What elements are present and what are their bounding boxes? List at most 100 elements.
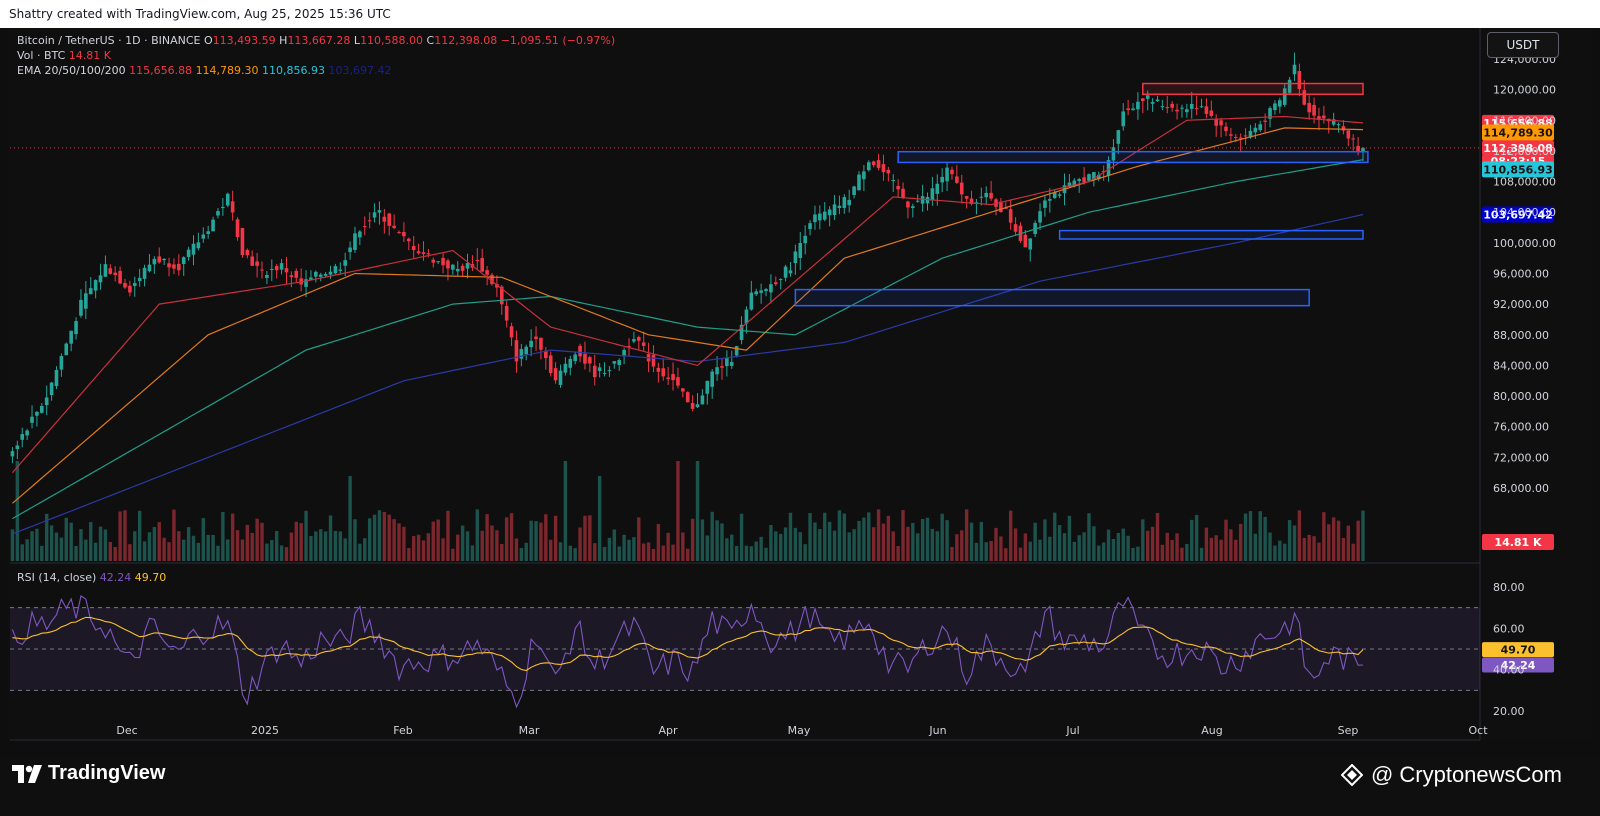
y-tick-label: 116,000.00 xyxy=(1493,114,1556,127)
volume-bar xyxy=(989,540,993,561)
candle-body xyxy=(1258,124,1263,131)
volume-bar xyxy=(793,527,798,561)
open-label: O xyxy=(204,34,213,47)
candle-body xyxy=(1092,172,1096,180)
candle-body xyxy=(1141,98,1145,102)
candle-body xyxy=(1101,170,1106,173)
volume-bar xyxy=(509,513,514,561)
axes: 124,000.00120,000.00116,000.00112,000.00… xyxy=(116,53,1556,737)
last-price-badge-bg xyxy=(1482,140,1554,156)
candle-body xyxy=(524,346,529,355)
candle-body xyxy=(358,231,362,238)
volume-bar xyxy=(524,542,528,561)
volume-bar xyxy=(59,537,64,561)
candle-body xyxy=(260,269,264,271)
volume-bar xyxy=(84,539,88,561)
candle-body xyxy=(1165,107,1170,109)
volume-bar xyxy=(353,519,357,561)
candle-body xyxy=(348,247,352,253)
candle-body xyxy=(651,354,656,367)
volume-bar xyxy=(25,539,29,561)
volume-bar xyxy=(245,524,250,561)
volume-bar xyxy=(1057,525,1062,561)
volume-bar xyxy=(813,522,817,561)
volume-bar xyxy=(651,548,656,561)
volume-bar xyxy=(279,545,284,561)
candle-body xyxy=(265,274,269,278)
currency-button[interactable]: USDT xyxy=(1487,32,1559,58)
candle-body xyxy=(690,403,695,409)
candle-body xyxy=(108,268,113,274)
x-tick-label: Mar xyxy=(519,724,540,737)
volume-bar xyxy=(827,521,832,561)
volume-bar xyxy=(886,515,891,561)
candle-body xyxy=(950,169,954,175)
volume-bar xyxy=(1175,533,1179,561)
candle-body xyxy=(519,349,524,359)
volume-bar xyxy=(1165,532,1169,561)
candle-body xyxy=(881,164,886,173)
candle-body xyxy=(739,324,744,340)
candle-body xyxy=(803,235,807,244)
candle-body xyxy=(588,357,592,364)
volume-bar xyxy=(661,545,665,561)
volume-bar xyxy=(358,543,362,561)
volume-bar xyxy=(1101,542,1106,561)
price-chart[interactable]: 115,656.88114,789.30112,398.0808:23:1511… xyxy=(0,0,1600,756)
candle-body xyxy=(710,371,714,387)
volume-bar xyxy=(798,532,802,561)
candle-body xyxy=(177,263,181,271)
support-zone xyxy=(897,150,1369,164)
volume-bar xyxy=(544,514,548,561)
volume-bar xyxy=(916,533,920,561)
candle-body xyxy=(847,199,852,206)
volume-bar xyxy=(1121,528,1125,561)
candle-body xyxy=(1346,130,1351,139)
candle-body xyxy=(783,266,788,278)
candle-body xyxy=(294,270,299,278)
x-tick-label: Aug xyxy=(1201,724,1222,737)
candle-body xyxy=(221,206,225,209)
footer-bar xyxy=(0,756,1600,816)
volume-bar xyxy=(1053,512,1057,561)
volume-bar xyxy=(627,539,631,561)
candle-body xyxy=(822,211,827,220)
ema50-value: 114,789.30 xyxy=(195,64,259,77)
volume-bar xyxy=(328,515,333,561)
top-credit-bar: Shattry created with TradingView.com, Au… xyxy=(0,0,1600,28)
candle-body xyxy=(465,263,470,269)
candle-body xyxy=(304,279,308,287)
volume-bar xyxy=(578,527,582,561)
volume-bar xyxy=(1292,525,1297,561)
volume-bar xyxy=(1273,545,1277,561)
legend-row-rsi: RSI (14, close) 42.24 49.70 xyxy=(17,571,166,585)
ema200-line xyxy=(12,213,1364,535)
candle-body xyxy=(333,266,338,274)
candle-body xyxy=(700,395,705,405)
volume-bar xyxy=(387,514,391,561)
candle-body xyxy=(152,258,157,265)
candle-body xyxy=(309,277,313,280)
close-label: C xyxy=(426,34,435,47)
candle-body xyxy=(857,174,861,191)
candle-body xyxy=(1322,115,1326,119)
volume-bar xyxy=(40,545,44,561)
volume-bar xyxy=(157,522,161,561)
volume-bar xyxy=(323,531,328,561)
candle-body xyxy=(235,219,240,238)
candle-body xyxy=(573,354,577,362)
candle-body xyxy=(1096,174,1101,180)
y-tick-label: 92,000.00 xyxy=(1493,298,1549,311)
volume-bar xyxy=(1092,526,1096,561)
volume-bar xyxy=(1346,525,1351,561)
candle-body xyxy=(1199,106,1204,108)
candle-body xyxy=(1057,194,1062,196)
volume-bar xyxy=(979,521,984,561)
candle-body xyxy=(617,360,622,366)
volume-bar xyxy=(426,533,431,561)
volume-bar xyxy=(186,527,191,561)
y-tick-label: 100,000.00 xyxy=(1493,237,1556,250)
volume-bar xyxy=(333,530,338,561)
candle-body xyxy=(10,451,15,457)
x-tick-label: Sep xyxy=(1338,724,1359,737)
